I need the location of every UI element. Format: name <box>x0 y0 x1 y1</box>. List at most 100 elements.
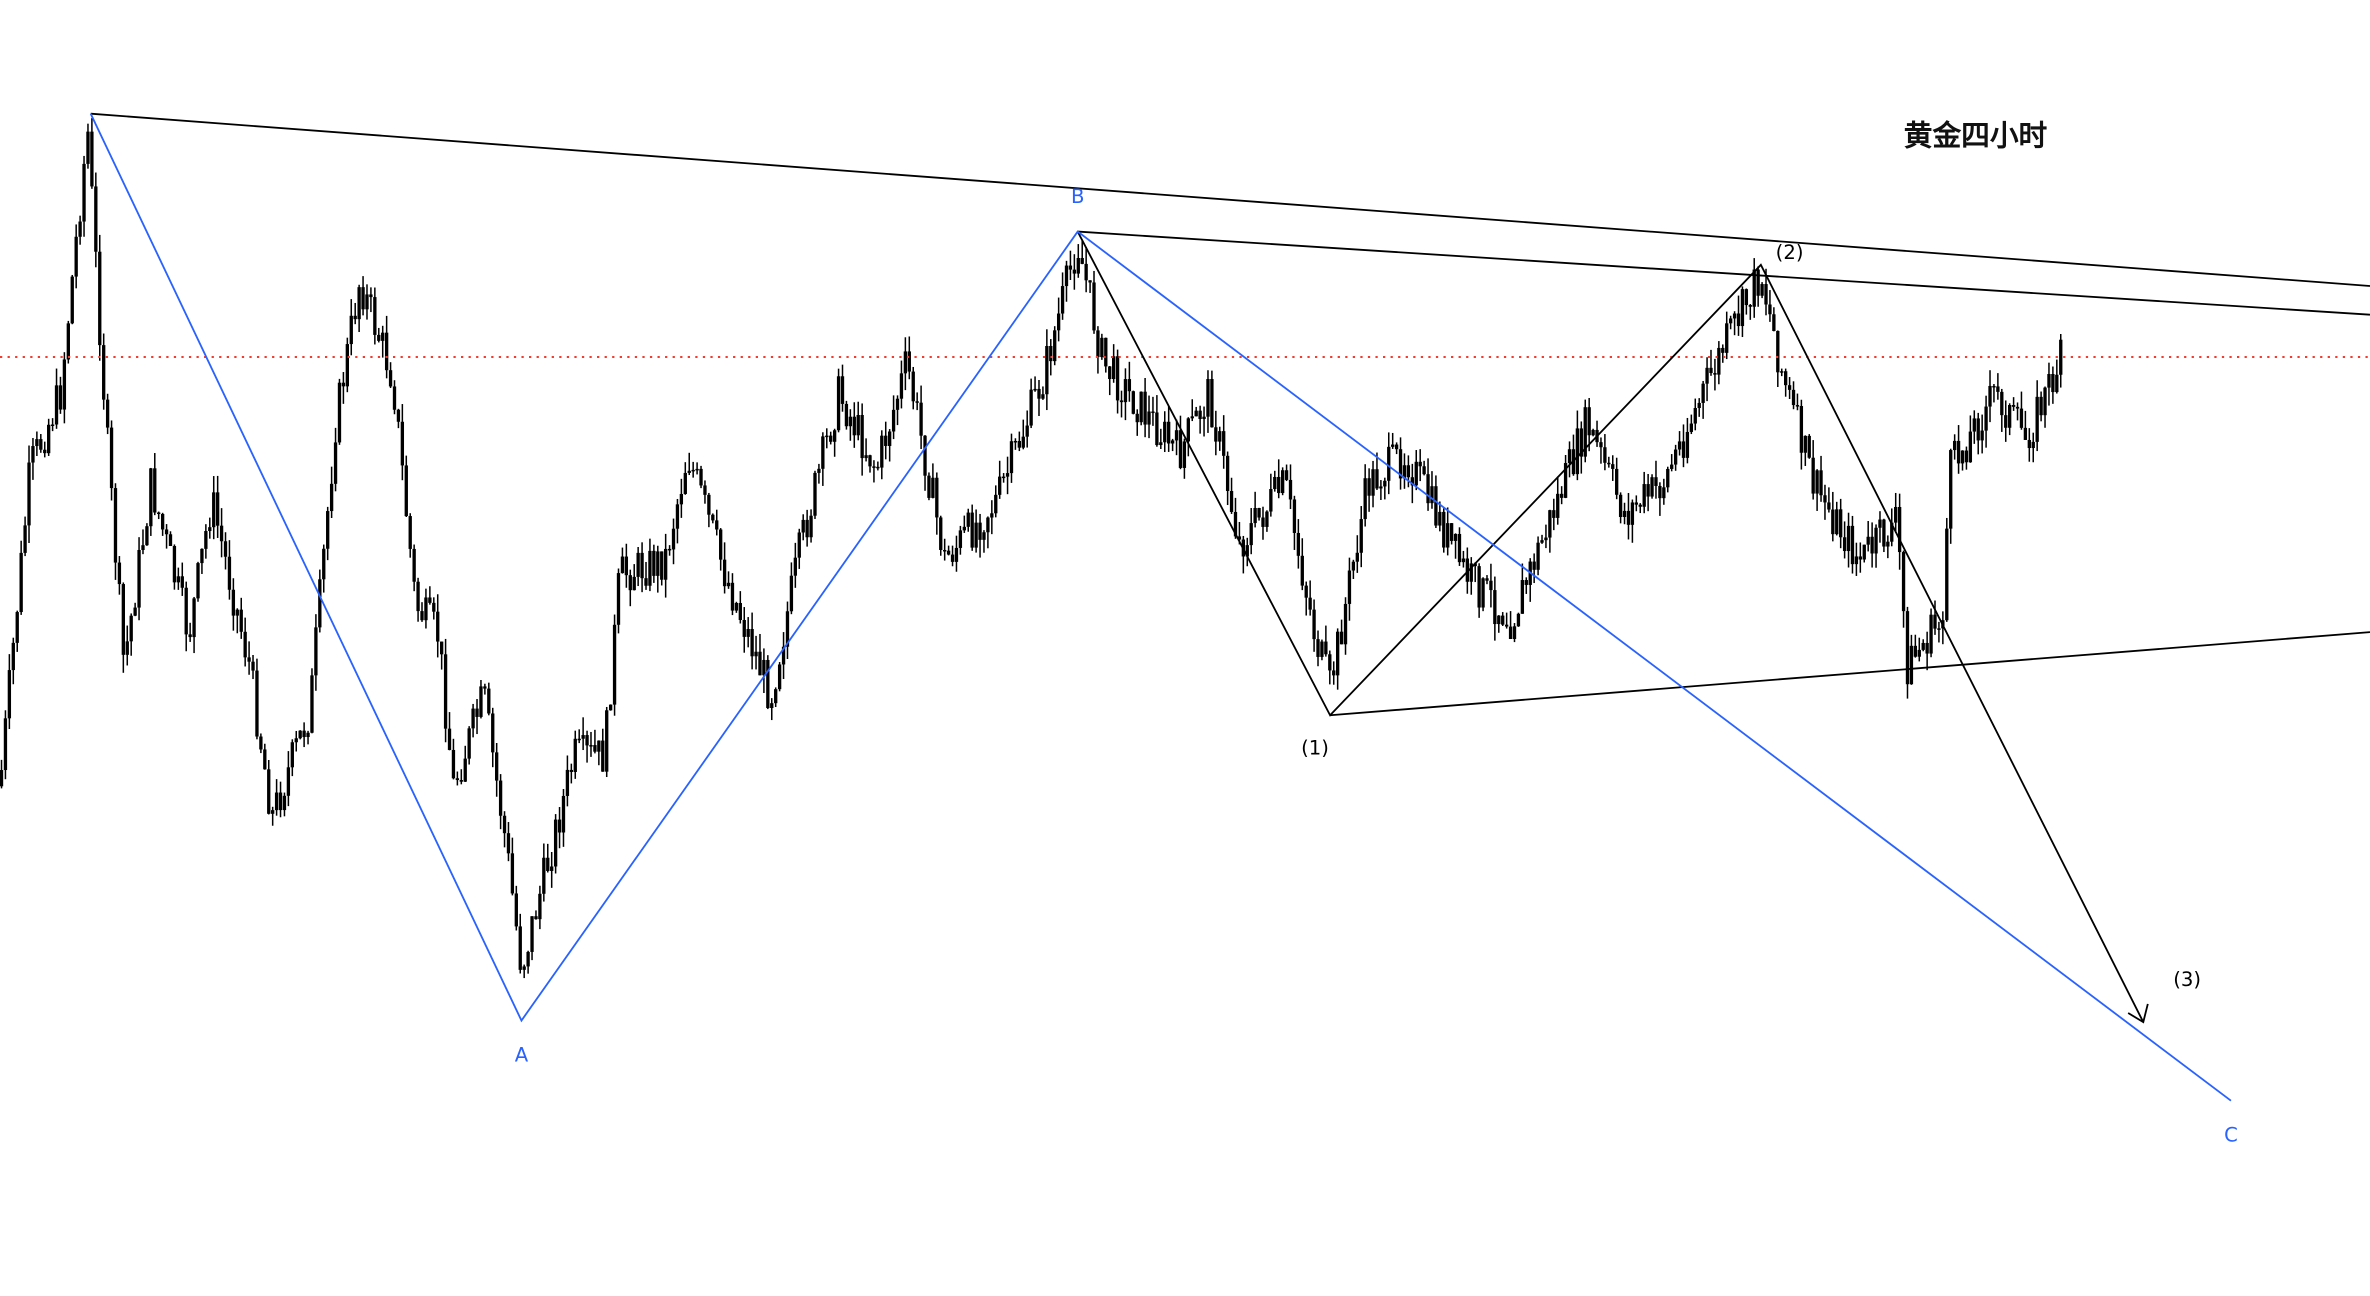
candle-body <box>2035 396 2039 442</box>
candle-body <box>1351 561 1356 571</box>
candle-body <box>612 624 617 705</box>
label-C: C <box>2224 1123 2238 1146</box>
candle-body <box>160 513 165 530</box>
candle-body <box>565 769 570 796</box>
candle-body <box>7 670 12 719</box>
candle-body <box>895 398 900 410</box>
candle-body <box>569 769 574 772</box>
candle-body <box>1194 410 1198 417</box>
candle-body <box>946 550 951 555</box>
upper-trendline-outer[interactable] <box>90 112 2370 287</box>
candle-body <box>416 581 420 612</box>
candle-body <box>1190 416 1194 419</box>
candle-body <box>880 435 884 468</box>
candle-body <box>561 795 566 833</box>
candle-body <box>1383 480 1387 487</box>
candle-body <box>1347 570 1352 604</box>
candle-body <box>459 780 463 782</box>
candle-body <box>412 548 416 582</box>
candle-body <box>215 492 220 526</box>
candle-body <box>43 449 47 454</box>
candle-body <box>377 334 381 341</box>
candle-body <box>1430 486 1434 504</box>
candle-body <box>1434 486 1438 526</box>
candle-body <box>39 439 43 450</box>
candle-body <box>1245 545 1249 557</box>
candle-body <box>192 598 196 638</box>
candle-body <box>530 916 534 952</box>
candle-body <box>487 688 491 714</box>
candle-body <box>923 435 927 476</box>
candle-body <box>188 634 192 638</box>
candle-body <box>357 287 361 320</box>
candle-body <box>1021 436 1025 448</box>
candle-body <box>1304 585 1308 598</box>
candle-body <box>1532 561 1536 570</box>
candle-body <box>1096 330 1100 358</box>
candle-body <box>1870 536 1874 554</box>
candle-body <box>793 557 798 576</box>
candle-body <box>50 424 55 427</box>
candle-body <box>1575 428 1580 475</box>
candle-body <box>1783 371 1788 386</box>
candle-body <box>1280 470 1285 494</box>
candle-body <box>1756 269 1760 296</box>
candle-body <box>255 670 259 737</box>
candle-body <box>420 611 424 621</box>
candle-body <box>801 519 805 533</box>
candle-body <box>1163 421 1167 443</box>
candle-body <box>1909 645 1914 685</box>
candle-body <box>553 819 558 867</box>
candle-body <box>1218 431 1222 442</box>
candle-body <box>11 642 15 671</box>
candle-body <box>1736 313 1741 327</box>
candle-body <box>1776 330 1780 373</box>
candle-body <box>1229 491 1234 512</box>
candle-body <box>1787 385 1792 390</box>
candle-body <box>1076 257 1080 274</box>
candle-body <box>1677 441 1682 450</box>
candle-body <box>2008 405 2012 428</box>
candle-body <box>715 520 719 530</box>
candle-body <box>70 276 74 324</box>
candle-body <box>1449 523 1454 541</box>
candle-body <box>1858 556 1862 560</box>
candle-body <box>573 738 577 772</box>
candle-body <box>1607 462 1611 465</box>
candle-body <box>809 515 813 538</box>
arrow-head-icon <box>2127 1003 2149 1024</box>
candle-body <box>1406 465 1411 478</box>
candle-body <box>687 470 691 473</box>
candle-body <box>141 545 145 550</box>
candle-body <box>392 386 397 410</box>
candle-body <box>1524 580 1528 585</box>
candle-body <box>1422 466 1426 475</box>
candle-body <box>1905 611 1910 685</box>
candle-body <box>337 382 342 443</box>
candle-body <box>310 675 314 733</box>
candle-body <box>620 556 625 574</box>
candle-body <box>212 492 216 528</box>
candle-body <box>526 951 530 967</box>
lower-trendline[interactable] <box>1330 631 2370 717</box>
candle-body <box>353 315 357 320</box>
candle-body <box>86 131 90 164</box>
candle-body <box>306 732 310 738</box>
candle-body <box>2051 374 2055 393</box>
candle-body <box>361 287 365 310</box>
candle-body <box>1214 427 1218 442</box>
label-1: (1) <box>1301 737 1329 760</box>
candle-body <box>274 792 279 811</box>
candle-body <box>522 966 526 970</box>
candle-body <box>451 749 456 779</box>
candle-body <box>62 359 67 410</box>
candle-body <box>286 767 291 796</box>
upper-trendline-inner[interactable] <box>1077 230 2370 316</box>
candle-body <box>502 815 507 834</box>
candle-body <box>1296 532 1301 556</box>
black-wave-path[interactable] <box>1076 231 2145 1023</box>
candle-body <box>428 597 432 603</box>
blue-abc-path[interactable] <box>89 113 2232 1102</box>
candle-body <box>491 713 495 753</box>
